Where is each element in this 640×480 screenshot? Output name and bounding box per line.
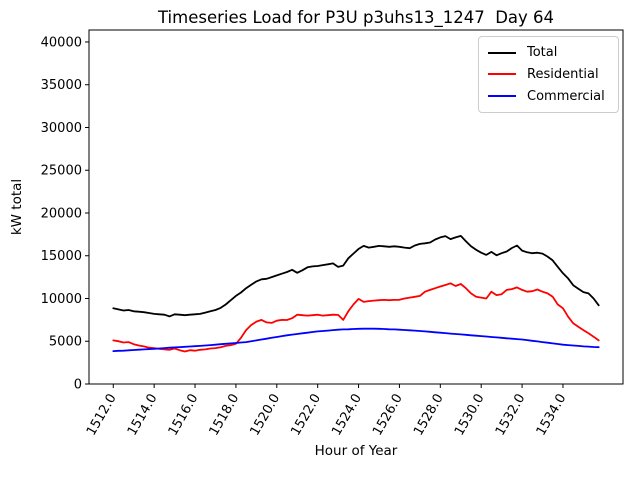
x-tick-label: 1530.0 bbox=[452, 392, 488, 439]
x-tick-label: 1524.0 bbox=[329, 392, 365, 439]
series-line-residential bbox=[112, 282, 600, 353]
legend-line-residential-icon bbox=[488, 73, 516, 76]
legend-entry-total: Total bbox=[488, 46, 609, 59]
x-tick-label: 1522.0 bbox=[288, 392, 324, 439]
x-tick-label: 1528.0 bbox=[411, 392, 447, 439]
series-line-total bbox=[112, 234, 600, 318]
x-tick-label: 1516.0 bbox=[166, 392, 202, 439]
y-tick-label: 5000 bbox=[49, 335, 82, 350]
y-tick-label: 35000 bbox=[41, 78, 82, 93]
legend-entry-commercial: Commercial bbox=[488, 90, 609, 103]
x-tick-label: 1512.0 bbox=[84, 392, 120, 439]
x-tick-label: 1534.0 bbox=[534, 392, 570, 439]
x-tick-label: 1526.0 bbox=[370, 392, 406, 439]
y-tick-label: 15000 bbox=[41, 249, 82, 264]
legend-line-total-icon bbox=[488, 51, 516, 54]
x-tick-label: 1518.0 bbox=[207, 392, 243, 439]
y-tick-label: 30000 bbox=[41, 121, 82, 136]
plot-border bbox=[88, 29, 624, 385]
legend-label-commercial: Commercial bbox=[527, 88, 605, 104]
y-tick-label: 20000 bbox=[41, 206, 82, 221]
y-tick-label: 10000 bbox=[41, 292, 82, 307]
legend: Total Residential Commercial bbox=[478, 36, 619, 113]
x-tick-label: 1520.0 bbox=[248, 392, 284, 439]
legend-label-residential: Residential bbox=[527, 66, 599, 82]
legend-label-total: Total bbox=[527, 45, 558, 61]
legend-line-commercial-icon bbox=[488, 95, 516, 98]
chart-title: Timeseries Load for P3U p3uhs13_1247 Day… bbox=[157, 8, 555, 27]
y-tick-label: 25000 bbox=[41, 164, 82, 179]
series-line-commercial bbox=[112, 327, 600, 353]
y-tick-label: 0 bbox=[74, 378, 82, 393]
legend-entry-residential: Residential bbox=[488, 68, 609, 81]
x-axis-label: Hour of Year bbox=[314, 443, 398, 459]
y-tick-label: 40000 bbox=[41, 35, 82, 50]
x-tick-label: 1532.0 bbox=[493, 392, 529, 439]
x-tick-label: 1514.0 bbox=[125, 392, 161, 439]
